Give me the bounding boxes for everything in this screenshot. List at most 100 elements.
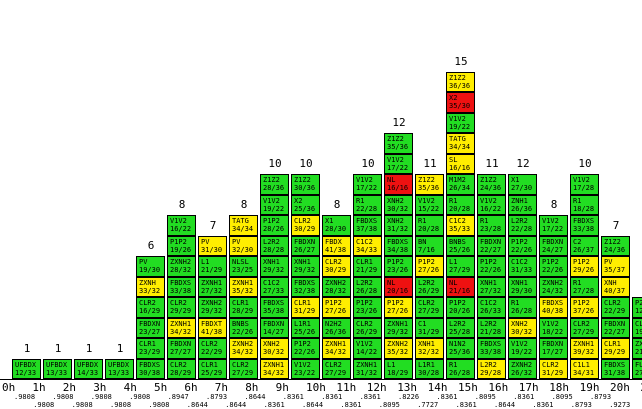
- column-count-label: 6: [147, 239, 155, 252]
- cell: P1P2 23/26: [353, 297, 382, 318]
- cell: ZXNH1 35/32: [229, 276, 258, 297]
- cell: CLR2 27/29: [415, 297, 444, 318]
- x-tick-label: 4h: [123, 381, 137, 394]
- column-count-label: 10: [361, 157, 375, 170]
- cell: CLR2 22/29: [601, 297, 630, 318]
- cell: M1M2 26/34: [446, 174, 475, 195]
- cell: FBDX 41/38: [322, 235, 351, 256]
- cell: UFBDX 12/33: [12, 358, 41, 379]
- cell: BN 7/16: [415, 235, 444, 256]
- cell: Z1Z2 35/36: [415, 174, 444, 195]
- cell: P2V2 12/19: [632, 297, 642, 318]
- cell: L2R2 29/28: [477, 358, 506, 379]
- cell: R1 20/28: [446, 194, 475, 215]
- cell: R1 20/28: [415, 215, 444, 236]
- cell: Z1Z2 24/36: [477, 174, 506, 195]
- cell: UFBDX 13/33: [105, 358, 134, 379]
- x-tick-label: 18h: [549, 381, 570, 394]
- cell: V1V2 14/22: [353, 338, 382, 359]
- cell: CLR2 31/29: [539, 358, 568, 379]
- ratio-label: .8361: [263, 401, 285, 409]
- cell: L1R1 30/28: [415, 358, 444, 379]
- cell: V1V2 17/28: [570, 174, 599, 195]
- cell: BNBS 25/26: [446, 235, 475, 256]
- cell: ZXNH2 34/32: [229, 338, 258, 359]
- column-count-label: 10: [268, 157, 282, 170]
- ratio-label: .8226: [398, 393, 420, 401]
- ratio-label: .8361: [359, 393, 381, 401]
- x-tick-label: 16h: [488, 381, 509, 394]
- ratio-label: .8793: [570, 401, 592, 409]
- cell: FBDXS 30/38: [136, 358, 165, 379]
- cell: PV 35/37: [601, 256, 630, 277]
- ratio-label: .8361: [436, 393, 458, 401]
- cell: P1P2 22/26: [291, 338, 320, 359]
- cell: ZXNH 33/32: [136, 276, 165, 297]
- column-count-label: 11: [423, 157, 437, 170]
- ratio-label: .8793: [590, 393, 612, 401]
- cell: P1P2 23/26: [384, 256, 413, 277]
- x-tick-label: 19h: [579, 381, 600, 394]
- cell: CLR1 29/29: [601, 338, 630, 359]
- column-count-label: 1: [85, 341, 93, 355]
- column-count-label: 7: [209, 218, 217, 232]
- cell: FBDXN 27/27: [167, 338, 196, 359]
- cell: R1 23/28: [477, 215, 506, 236]
- cell: CLR2 22/29: [198, 338, 227, 359]
- column-count-label: 10: [299, 157, 313, 170]
- ratio-label: .7727: [417, 401, 439, 409]
- cell: Z1Z2 24/36: [601, 235, 630, 256]
- cell: V1V2 15/22: [415, 194, 444, 215]
- cell: BNBS 22/26: [229, 317, 258, 338]
- ratio-label: .9808: [33, 401, 55, 409]
- cell: FBDXN 22/27: [601, 317, 630, 338]
- cell: N1N2 25/36: [446, 338, 475, 359]
- cell: CLR2 29/29: [167, 297, 196, 318]
- cell: XNH1 32/32: [415, 338, 444, 359]
- cell: CLR1 31/29: [291, 297, 320, 318]
- cell: ZXNH1 34/32: [260, 358, 289, 379]
- cell: C1L1 34/31: [570, 358, 599, 379]
- x-tick-label: 21: [640, 381, 642, 394]
- cell: P1P2 19/26: [167, 235, 196, 256]
- cell: FBDXN 23/27: [136, 317, 165, 338]
- cell: V1V2 19/22: [446, 112, 475, 133]
- cell: ZXNH1 27/32: [198, 276, 227, 297]
- cell: P1P2 27/26: [322, 297, 351, 318]
- ratio-label: .8644: [225, 401, 247, 409]
- cell: C1C2 34/33: [353, 235, 382, 256]
- cell: CLR2 27/29: [570, 317, 599, 338]
- cell: FBDXS 35/38: [260, 297, 289, 318]
- cell: ZXNH1 34/32: [167, 317, 196, 338]
- cell: L1 21/29: [198, 256, 227, 277]
- ratio-label: .9808: [71, 401, 93, 409]
- ratio-label: .8361: [321, 393, 343, 401]
- cell: X2 25/36: [291, 194, 320, 215]
- cell: L2R2 25/28: [446, 317, 475, 338]
- cell: CLR1 23/29: [136, 338, 165, 359]
- cell: CLR1 21/29: [353, 256, 382, 277]
- cell: Z1Z2 35/36: [384, 133, 413, 154]
- ratio-label: .8095: [378, 401, 400, 409]
- cell: ZXNH1 21/32: [632, 338, 642, 359]
- x-tick-label: 5h: [154, 381, 168, 394]
- cell: PV 31/30: [198, 235, 227, 256]
- cell: NL 21/16: [446, 276, 475, 297]
- cell: P1P2 28/26: [260, 215, 289, 236]
- cell: Z1Z2 36/36: [446, 71, 475, 92]
- column-count-label: 7: [612, 218, 620, 232]
- cell: C1C2 35/33: [446, 215, 475, 236]
- x-tick-label: 6h: [184, 381, 198, 394]
- cell: ZXNH1 34/32: [322, 338, 351, 359]
- cell: L2R2 21/28: [477, 317, 506, 338]
- cell: CLR2 19/29: [632, 317, 642, 338]
- cell: C1C2 26/33: [477, 297, 506, 318]
- ratio-label: .8361: [282, 393, 304, 401]
- x-tick-label: 17h: [518, 381, 539, 394]
- cell: V1V2 16/22: [167, 215, 196, 236]
- column-count-label: 10: [578, 157, 592, 170]
- ratio-label: .8793: [206, 393, 228, 401]
- cell: XNH2 30/32: [508, 317, 537, 338]
- cell: XNH2 30/32: [384, 194, 413, 215]
- x-tick-label: 20h: [610, 381, 630, 394]
